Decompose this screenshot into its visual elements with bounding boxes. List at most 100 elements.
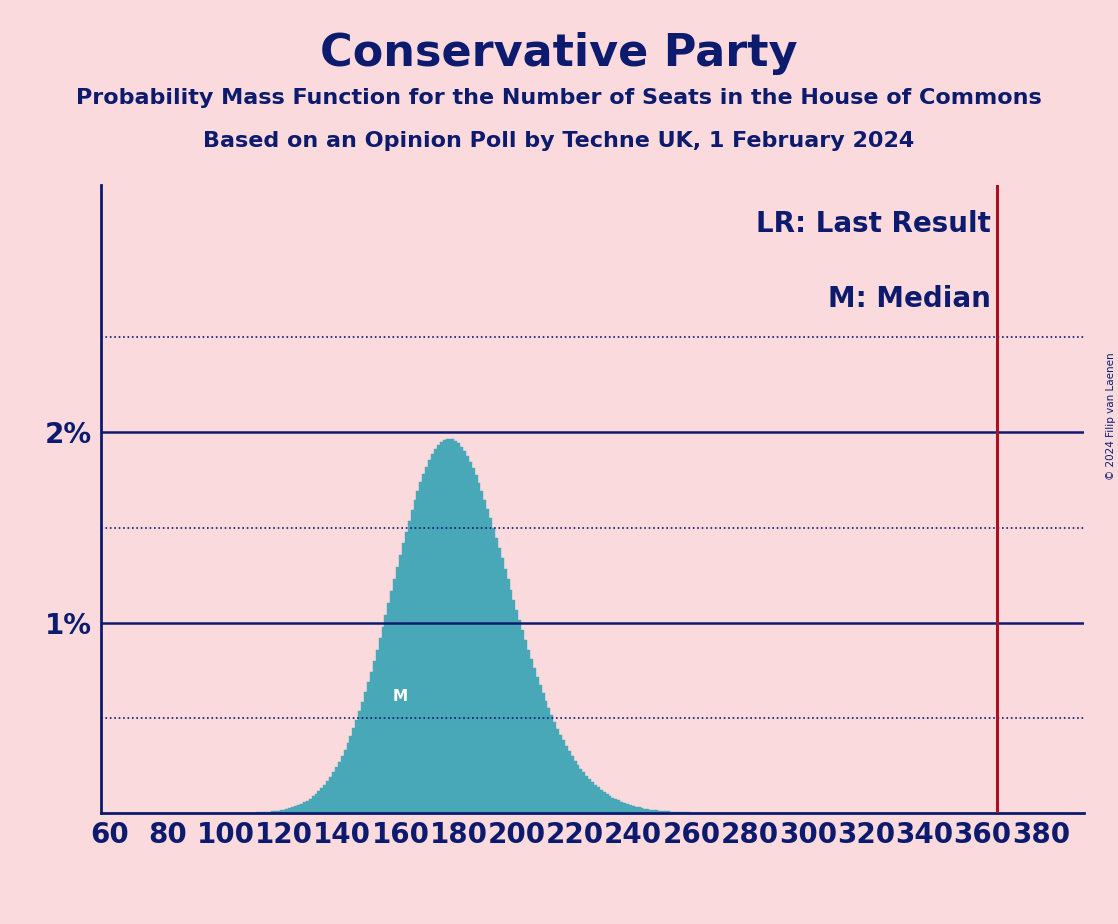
Text: Probability Mass Function for the Number of Seats in the House of Commons: Probability Mass Function for the Number… bbox=[76, 88, 1042, 108]
Bar bbox=[428, 460, 432, 813]
Text: LR: Last Result: LR: Last Result bbox=[757, 210, 992, 238]
Bar bbox=[617, 800, 620, 813]
Bar bbox=[466, 456, 468, 813]
Bar bbox=[510, 590, 512, 813]
Bar bbox=[539, 685, 541, 813]
Bar bbox=[548, 708, 550, 813]
Bar bbox=[477, 482, 481, 813]
Bar bbox=[588, 779, 591, 813]
Bar bbox=[679, 812, 681, 813]
Bar bbox=[608, 796, 612, 813]
Bar bbox=[536, 676, 539, 813]
Bar bbox=[432, 455, 434, 813]
Bar bbox=[606, 794, 608, 813]
Bar bbox=[492, 528, 495, 813]
Bar bbox=[641, 808, 644, 813]
Bar bbox=[463, 451, 466, 813]
Bar bbox=[381, 626, 385, 813]
Bar bbox=[335, 768, 338, 813]
Bar bbox=[387, 602, 390, 813]
Bar bbox=[565, 746, 568, 813]
Bar bbox=[437, 445, 439, 813]
Bar bbox=[376, 650, 379, 813]
Bar bbox=[280, 810, 283, 813]
Bar bbox=[434, 449, 437, 813]
Bar bbox=[644, 808, 646, 813]
Bar bbox=[352, 728, 356, 813]
Bar bbox=[530, 659, 533, 813]
Bar bbox=[323, 784, 326, 813]
Bar bbox=[615, 799, 617, 813]
Text: M: M bbox=[392, 689, 408, 704]
Bar bbox=[495, 538, 498, 813]
Bar bbox=[490, 518, 492, 813]
Bar bbox=[356, 720, 358, 813]
Bar bbox=[405, 532, 408, 813]
Bar bbox=[568, 751, 570, 813]
Bar bbox=[646, 809, 650, 813]
Bar bbox=[439, 443, 443, 813]
Bar bbox=[297, 805, 300, 813]
Bar bbox=[527, 650, 530, 813]
Bar bbox=[524, 640, 527, 813]
Bar bbox=[318, 791, 321, 813]
Bar bbox=[533, 668, 536, 813]
Bar bbox=[626, 804, 629, 813]
Bar bbox=[498, 548, 501, 813]
Bar bbox=[637, 808, 641, 813]
Bar bbox=[501, 558, 504, 813]
Bar bbox=[262, 812, 265, 813]
Bar bbox=[623, 803, 626, 813]
Bar bbox=[504, 568, 506, 813]
Bar bbox=[594, 784, 597, 813]
Bar bbox=[303, 802, 306, 813]
Bar bbox=[521, 630, 524, 813]
Bar bbox=[475, 475, 477, 813]
Bar bbox=[661, 811, 664, 813]
Bar bbox=[288, 808, 292, 813]
Bar bbox=[550, 715, 553, 813]
Bar bbox=[454, 441, 457, 813]
Bar bbox=[358, 711, 361, 813]
Bar bbox=[570, 756, 574, 813]
Bar bbox=[394, 578, 396, 813]
Bar bbox=[309, 798, 312, 813]
Bar bbox=[600, 790, 603, 813]
Bar bbox=[338, 762, 341, 813]
Bar bbox=[292, 808, 294, 813]
Bar bbox=[332, 772, 335, 813]
Bar bbox=[425, 467, 428, 813]
Bar bbox=[486, 508, 490, 813]
Bar bbox=[370, 672, 372, 813]
Bar bbox=[321, 788, 323, 813]
Bar bbox=[385, 614, 387, 813]
Bar bbox=[562, 740, 565, 813]
Bar bbox=[481, 491, 483, 813]
Text: © 2024 Filip van Laenen: © 2024 Filip van Laenen bbox=[1106, 352, 1116, 480]
Bar bbox=[577, 765, 579, 813]
Bar bbox=[472, 468, 475, 813]
Bar bbox=[650, 809, 652, 813]
Bar bbox=[341, 756, 343, 813]
Bar bbox=[265, 812, 268, 813]
Text: Based on an Opinion Poll by Techne UK, 1 February 2024: Based on an Opinion Poll by Techne UK, 1… bbox=[203, 131, 915, 152]
Bar bbox=[423, 474, 425, 813]
Bar bbox=[326, 781, 329, 813]
Bar bbox=[652, 810, 655, 813]
Bar bbox=[350, 736, 352, 813]
Bar bbox=[632, 806, 635, 813]
Bar bbox=[675, 812, 679, 813]
Bar bbox=[274, 811, 277, 813]
Bar bbox=[585, 776, 588, 813]
Bar bbox=[556, 729, 559, 813]
Bar bbox=[666, 811, 670, 813]
Bar bbox=[379, 638, 381, 813]
Bar bbox=[329, 777, 332, 813]
Bar bbox=[408, 521, 410, 813]
Bar bbox=[461, 446, 463, 813]
Bar bbox=[390, 590, 394, 813]
Bar bbox=[396, 566, 399, 813]
Bar bbox=[544, 700, 548, 813]
Bar bbox=[300, 804, 303, 813]
Bar bbox=[515, 610, 519, 813]
